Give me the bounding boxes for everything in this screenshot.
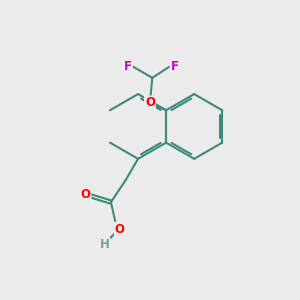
Text: O: O (115, 223, 125, 236)
Text: O: O (145, 96, 155, 110)
Text: O: O (80, 188, 90, 201)
Text: F: F (171, 60, 179, 73)
Text: H: H (100, 238, 110, 251)
Text: F: F (124, 60, 132, 73)
